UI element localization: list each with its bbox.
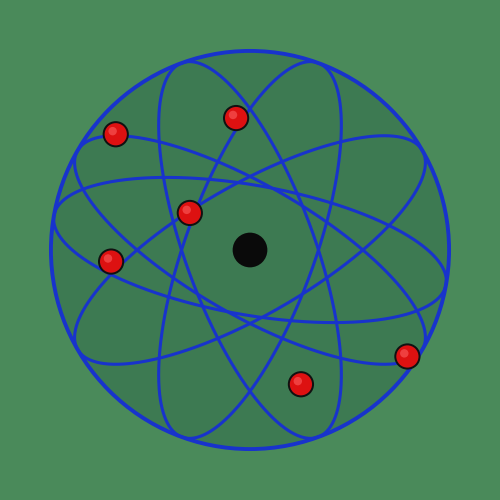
Circle shape bbox=[176, 200, 203, 226]
Circle shape bbox=[290, 373, 312, 396]
Circle shape bbox=[51, 51, 449, 449]
Circle shape bbox=[232, 232, 268, 268]
Circle shape bbox=[225, 107, 247, 129]
Circle shape bbox=[104, 123, 127, 146]
Circle shape bbox=[394, 344, 420, 369]
Circle shape bbox=[288, 371, 314, 398]
Circle shape bbox=[178, 202, 201, 224]
Circle shape bbox=[294, 377, 302, 386]
Circle shape bbox=[104, 254, 112, 262]
Circle shape bbox=[223, 105, 249, 131]
Circle shape bbox=[98, 248, 124, 274]
Circle shape bbox=[100, 250, 122, 272]
Circle shape bbox=[182, 206, 191, 214]
Circle shape bbox=[102, 121, 129, 148]
Circle shape bbox=[229, 110, 237, 119]
Circle shape bbox=[396, 346, 418, 368]
Circle shape bbox=[400, 349, 408, 358]
Circle shape bbox=[108, 127, 117, 136]
